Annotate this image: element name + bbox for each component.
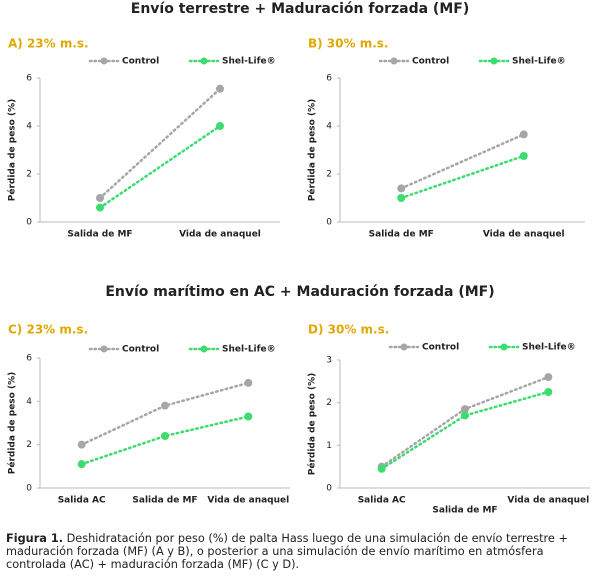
series-line <box>80 415 250 466</box>
legend-label: Control <box>122 57 159 67</box>
legend-label: Control <box>412 57 449 67</box>
legend-marker <box>100 345 108 353</box>
point <box>461 405 469 414</box>
point <box>461 411 469 420</box>
point <box>161 432 169 440</box>
legend-marker <box>490 57 498 65</box>
x-tick-label: Salida de MF <box>67 230 132 240</box>
legend-label: Control <box>122 345 159 355</box>
point <box>96 203 104 212</box>
caption: Figura 1. Deshidratación por peso (%) de… <box>6 532 594 571</box>
chart-title: C) 23% m.s. <box>8 323 88 337</box>
point <box>216 84 224 93</box>
chart-title: A) 23% m.s. <box>8 37 89 51</box>
point <box>397 184 406 193</box>
x-tick-label: Vida de anaquel <box>483 230 565 240</box>
point <box>77 460 86 469</box>
series-line <box>400 154 525 200</box>
point <box>544 373 553 382</box>
x-tick-label: Vida de anaquel <box>507 496 589 506</box>
point <box>96 194 104 202</box>
y-axis-label: Pérdida de peso (%) <box>307 99 318 201</box>
figure: Envío terrestre + Maduración forzada (MF… <box>7 1 590 516</box>
y-tick-label: 4 <box>26 397 32 407</box>
legend-marker <box>100 57 108 65</box>
y-tick-label: 3 <box>326 356 332 366</box>
y-tick-label: 0 <box>326 484 332 494</box>
y-tick-label: 6 <box>26 354 32 364</box>
section-title: Envío terrestre + Maduración forzada (MF… <box>131 1 469 17</box>
point <box>244 378 253 387</box>
legend-marker <box>390 57 398 65</box>
legend-label: Shel-Life® <box>222 345 276 355</box>
point <box>397 194 406 202</box>
point <box>77 440 86 449</box>
y-axis-label: Pérdida de peso (%) <box>7 372 18 474</box>
series-line <box>98 124 222 209</box>
y-axis-label: Pérdida de peso (%) <box>307 373 318 475</box>
y-tick-label: 0 <box>26 484 32 494</box>
point <box>244 412 253 421</box>
x-tick-label: Vida de anaquel <box>207 496 289 506</box>
y-tick-label: 4 <box>26 122 32 132</box>
legend-marker <box>500 343 508 351</box>
y-tick-label: 2 <box>26 170 32 180</box>
point <box>216 122 224 130</box>
x-tick-label: Salida de MF <box>132 496 197 506</box>
y-axis-label: Pérdida de peso (%) <box>7 99 18 201</box>
legend-marker <box>200 57 208 65</box>
legend-label: Shel-Life® <box>512 57 566 67</box>
legend-marker <box>200 345 208 353</box>
x-tick-label: Vida de anaquel <box>179 230 261 240</box>
y-tick-label: 2 <box>326 170 332 180</box>
series-line <box>400 133 525 190</box>
caption-label: Figura 1. <box>6 532 63 545</box>
y-tick-label: 4 <box>326 122 332 132</box>
legend-label: Shel-Life® <box>222 57 276 67</box>
legend-label: Control <box>422 343 459 353</box>
section-title: Envío marítimo en AC + Maduración forzad… <box>105 284 494 300</box>
chart-title: D) 30% m.s. <box>308 323 389 337</box>
point <box>377 464 386 473</box>
series-line <box>98 87 222 200</box>
x-tick-label: Salida AC <box>358 496 406 506</box>
caption-text: Deshidratación por peso (%) de palta Has… <box>6 532 568 571</box>
x-tick-label: Salida de MF <box>369 230 434 240</box>
y-tick-label: 2 <box>26 440 32 450</box>
y-tick-label: 6 <box>326 74 332 84</box>
x-tick-label: Salida de MF <box>432 506 497 516</box>
point <box>519 152 528 160</box>
y-tick-label: 6 <box>26 74 32 84</box>
y-tick-label: 1 <box>326 441 332 451</box>
point <box>519 130 528 139</box>
y-tick-label: 2 <box>326 398 332 408</box>
y-tick-label: 0 <box>26 218 32 228</box>
chart-title: B) 30% m.s. <box>308 37 388 51</box>
series-line <box>380 390 550 471</box>
legend-marker <box>400 343 408 351</box>
x-tick-label: Salida AC <box>58 496 106 506</box>
y-tick-label: 0 <box>326 218 332 228</box>
point <box>161 401 169 410</box>
legend-label: Shel-Life® <box>522 343 576 353</box>
point <box>544 388 553 396</box>
